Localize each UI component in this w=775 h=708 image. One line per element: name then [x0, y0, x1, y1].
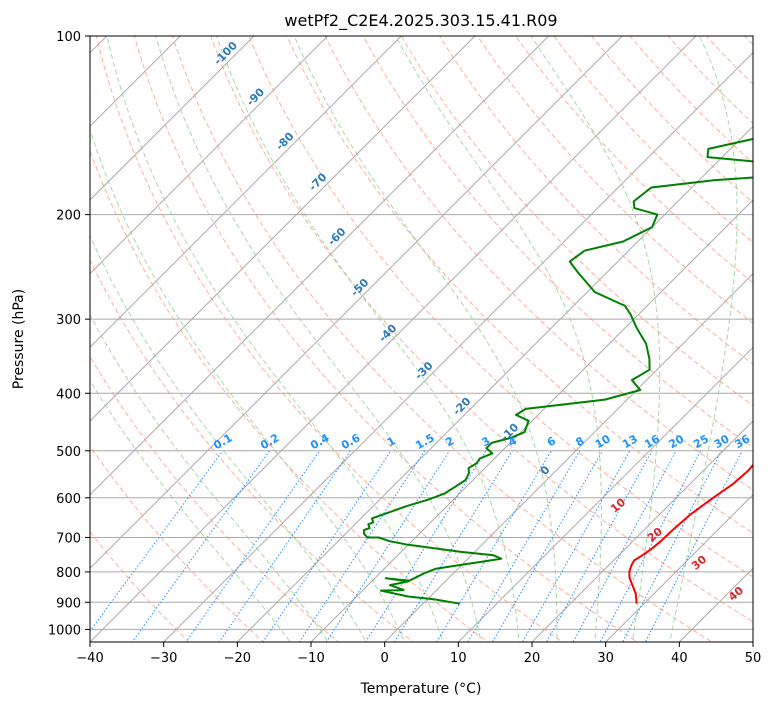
x-tick-label: 30: [597, 651, 614, 666]
moist-adiabat: [106, 36, 444, 642]
sounding-traces: [363, 137, 753, 605]
background-lines: [90, 36, 753, 642]
y-tick-label: 800: [56, 566, 81, 581]
moist-adiabat: [90, 314, 329, 642]
x-tick-label: −40: [76, 651, 103, 666]
y-tick-label: 200: [56, 209, 81, 224]
dry-adiabat: [324, 36, 753, 491]
y-tick-label: 1000: [48, 623, 81, 638]
isotherm-line: [531, 420, 753, 642]
isotherm-line: [310, 199, 753, 642]
y-tick-label: 500: [56, 445, 81, 460]
dry-adiabat: [90, 531, 190, 642]
x-axis-label: Temperature (°C): [360, 681, 482, 697]
x-tick-label: 0: [381, 651, 389, 666]
isotherm-line: [90, 36, 255, 201]
isotherm-line: [236, 125, 753, 642]
isotherm-line: [90, 36, 624, 570]
isotherm-line: [162, 51, 753, 642]
dry-adiabat: [438, 36, 753, 365]
dry-adiabat: [90, 445, 265, 642]
mixing-ratio-line: [90, 450, 224, 632]
mixing-ratio-line: [185, 450, 320, 642]
dry-adiabat: [286, 36, 753, 534]
dry-adiabat: [95, 36, 564, 642]
x-tick-label: 10: [450, 651, 467, 666]
plot-frame: [89, 35, 754, 643]
y-tick-label: 100: [56, 30, 81, 45]
mixing-ratio-line: [521, 450, 631, 642]
dry-adiabat: [90, 149, 489, 642]
dry-adiabat: [210, 36, 753, 623]
x-tick-label: 40: [671, 651, 688, 666]
mixing-ratio-line: [393, 450, 513, 642]
moist-adiabat: [669, 36, 738, 642]
dry-adiabat: [553, 36, 753, 244]
dry-adiabat: [476, 36, 753, 324]
isotherm-line: [604, 493, 753, 642]
isotherm-line: [90, 36, 550, 496]
x-tick-label: −20: [224, 651, 251, 666]
dry-adiabat: [172, 36, 713, 642]
temperature-line: [628, 463, 753, 604]
moist-adiabat: [155, 36, 482, 642]
isotherm-line: [90, 36, 182, 128]
y-tick-label: 300: [56, 313, 81, 328]
y-tick-label: 600: [56, 492, 81, 507]
x-tick-label: 20: [524, 651, 541, 666]
dry-adiabat: [90, 258, 414, 642]
dry-adiabat: [591, 36, 753, 204]
moist-adiabat: [216, 36, 520, 642]
y-tick-label: 700: [56, 532, 81, 547]
x-tick-label: 50: [745, 651, 762, 666]
y-tick-label: 900: [56, 596, 81, 611]
mixing-ratio-line: [644, 450, 743, 642]
dry-adiabat: [248, 36, 753, 578]
isotherm-line: [90, 36, 697, 642]
dry-adiabat: [667, 36, 753, 125]
chart-title: wetPf2_C2E4.2025.303.15.41.R09: [284, 11, 557, 31]
x-tick-label: −10: [297, 651, 324, 666]
dry-adiabat: [133, 36, 638, 642]
isotherm-line: [383, 272, 753, 642]
isotherm-line: [90, 36, 329, 275]
mixing-ratio-line: [436, 450, 552, 642]
x-tick-label: −30: [150, 651, 177, 666]
moist-adiabat: [90, 379, 291, 642]
mixing-ratio-line: [545, 450, 653, 642]
isotherm-line: [90, 36, 403, 349]
mixing-ratio-line: [364, 450, 487, 642]
mixing-ratio-line: [218, 450, 351, 642]
mixing-ratio-line: [262, 450, 392, 642]
moist-adiabat: [395, 36, 602, 642]
moist-adiabat: [530, 36, 661, 642]
y-tick-label: 400: [56, 387, 81, 402]
dry-adiabat: [362, 36, 753, 449]
isotherm-line: [90, 36, 476, 422]
mixing-ratio-line: [467, 450, 581, 642]
mixing-ratio-line: [491, 450, 603, 642]
axes: −40 −30 −20 −10 0 10 20 30 40 50 100 200 300 400 500 60…: [48, 30, 761, 666]
y-axis-label: Pressure (hPa): [11, 289, 27, 389]
moist-adiabat: [293, 36, 558, 642]
dry-adiabat: [515, 36, 753, 284]
dewpoint-line: [363, 137, 753, 605]
